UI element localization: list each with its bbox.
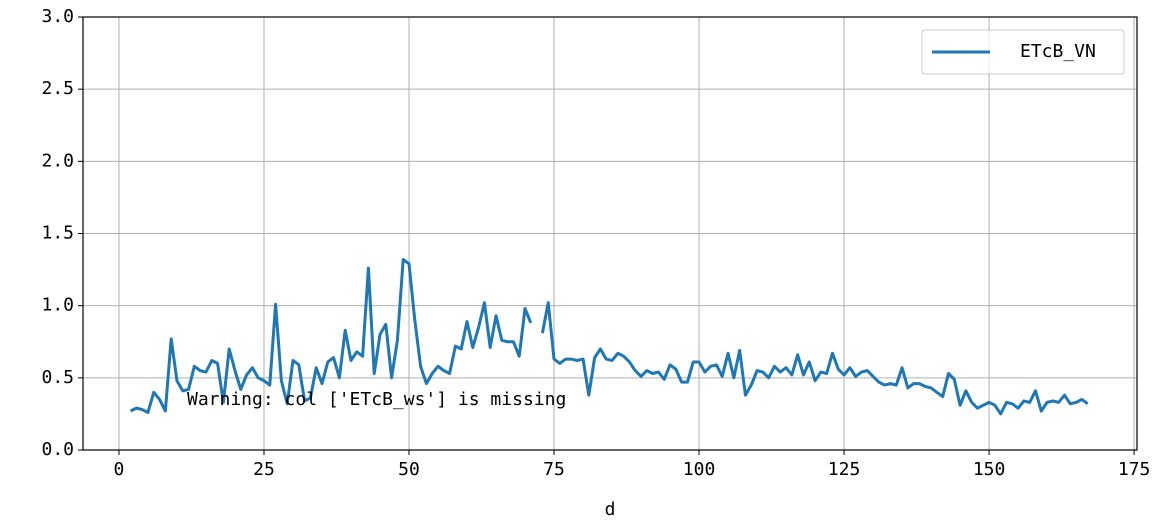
legend-label: ETcB_VN: [1020, 41, 1096, 62]
y-tick-label: 2.5: [41, 78, 74, 99]
x-tick-label: 150: [973, 459, 1006, 480]
x-axis-label: d: [605, 499, 616, 520]
y-tick-label: 2.0: [41, 150, 74, 171]
x-tick-label: 75: [543, 459, 565, 480]
x-tick-label: 50: [398, 459, 420, 480]
x-tick-label: 25: [253, 459, 275, 480]
y-tick-label: 0.5: [41, 367, 74, 388]
y-tick-label: 0.0: [41, 439, 74, 460]
plot-frame: [82, 16, 1138, 451]
x-tick-label: 100: [683, 459, 716, 480]
data-line: [129, 257, 1089, 416]
y-tick-label: 1.5: [41, 223, 74, 244]
x-tick-label: 0: [114, 459, 125, 480]
legend-box: [921, 29, 1125, 75]
x-tick-label: 125: [828, 459, 861, 480]
y-tick-label: 3.0: [41, 6, 74, 27]
x-tick-label: 175: [1118, 459, 1151, 480]
y-tick-label: 1.0: [41, 295, 74, 316]
annotation: Warning: col ['ETcB_ws'] is missing: [187, 389, 566, 410]
